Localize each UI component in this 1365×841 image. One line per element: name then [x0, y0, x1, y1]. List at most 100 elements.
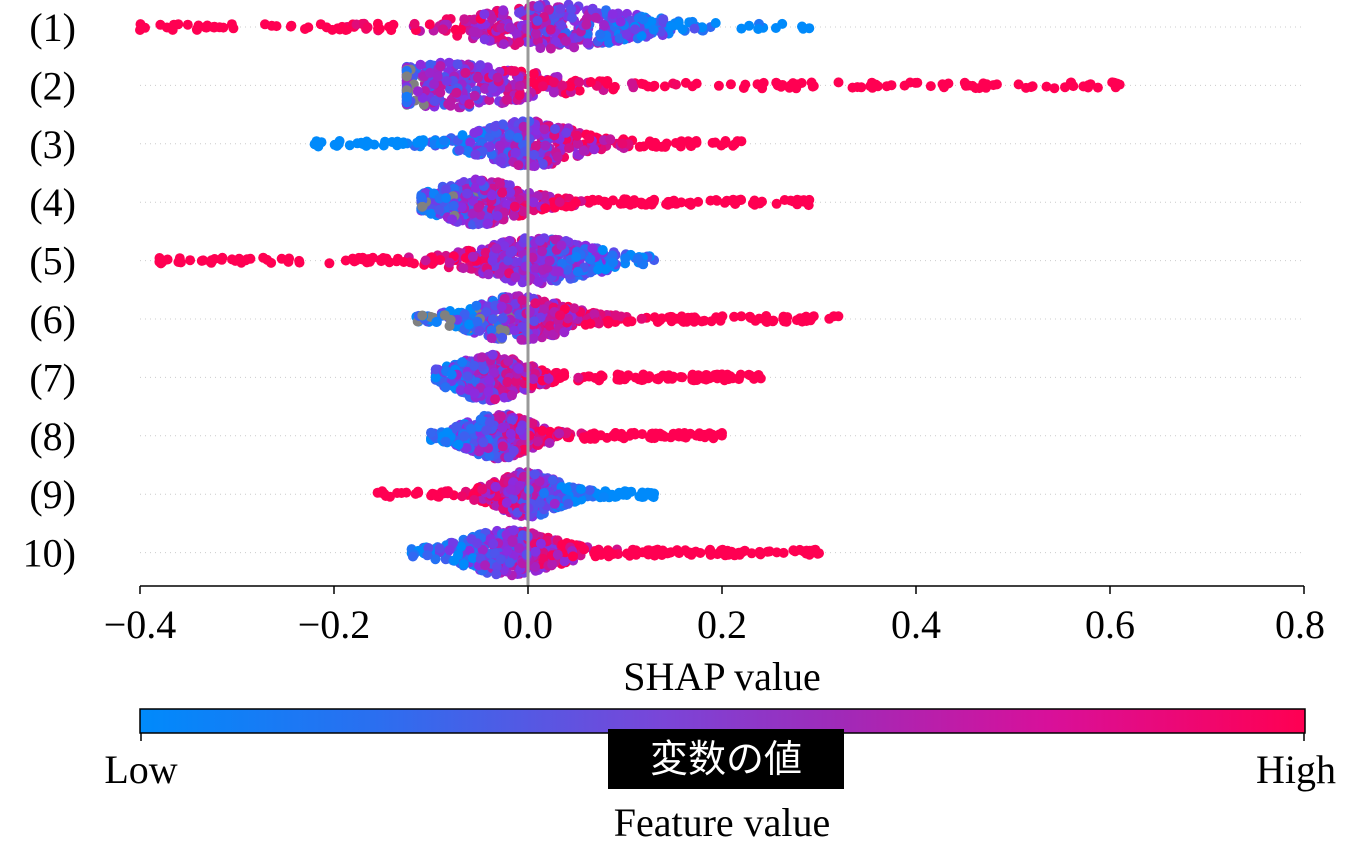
shap-point	[487, 314, 498, 325]
shap-point	[576, 484, 586, 495]
shap-point	[444, 57, 455, 68]
x-tick-label: −0.2	[298, 602, 371, 647]
shap-point	[630, 24, 640, 35]
shap-point	[566, 4, 577, 15]
shap-point	[168, 19, 179, 30]
shap-point	[582, 38, 593, 49]
shap-point	[477, 484, 488, 495]
shap-point	[925, 81, 936, 92]
shap-point	[991, 79, 1002, 90]
shap-point	[185, 255, 196, 266]
shap-point	[435, 255, 446, 265]
shap-point	[596, 370, 607, 381]
shap-point	[497, 441, 508, 452]
shap-point	[448, 200, 459, 211]
shap-point	[430, 364, 441, 375]
shap-point	[729, 311, 740, 322]
shap-point	[899, 80, 910, 91]
shap-point	[543, 373, 554, 384]
shap-point	[158, 255, 169, 266]
shap-point	[415, 59, 426, 70]
shap-point	[656, 313, 667, 324]
shap-point	[549, 498, 560, 509]
shap-point	[590, 551, 601, 562]
shap-point	[608, 257, 618, 268]
shap-point	[646, 488, 656, 498]
shap-point	[691, 136, 702, 146]
shap-point	[409, 258, 419, 269]
shap-point	[537, 158, 548, 169]
shap-point	[689, 316, 700, 327]
shap-point	[487, 190, 497, 201]
shap-point	[584, 133, 595, 144]
shap-point	[556, 20, 567, 31]
shap-point	[713, 548, 724, 558]
shap-point	[447, 214, 458, 225]
shap-point	[545, 321, 555, 331]
shap-point	[517, 322, 528, 332]
shap-point	[847, 82, 858, 93]
shap-point	[566, 201, 577, 212]
shap-point	[513, 160, 524, 171]
shap-point	[477, 352, 487, 363]
shap-point	[283, 256, 294, 267]
shap-point	[487, 13, 498, 24]
shap-point	[424, 19, 435, 30]
shap-point	[434, 204, 445, 215]
shap-point	[528, 205, 539, 216]
shap-point	[438, 135, 449, 146]
shap-point	[286, 20, 297, 31]
shap-point	[574, 85, 585, 96]
shap-point	[561, 36, 571, 47]
shap-point	[626, 78, 637, 89]
shap-point	[719, 197, 730, 208]
shap-point	[552, 549, 563, 560]
x-axis: −0.4 −0.2 0.0 0.2 0.4 0.6 0.8	[104, 585, 1325, 647]
shap-point	[464, 319, 475, 330]
shap-point	[767, 316, 778, 327]
shap-point	[294, 255, 305, 266]
shap-point	[471, 300, 482, 311]
shap-point	[466, 423, 476, 434]
shap-point	[416, 192, 427, 203]
shap-point	[777, 80, 788, 90]
shap-point	[527, 418, 538, 429]
shap-point	[426, 208, 436, 219]
feature-label: (6)	[29, 297, 76, 342]
shap-point	[545, 24, 556, 35]
shap-point	[557, 80, 568, 91]
feature-label: (9)	[29, 472, 76, 517]
shap-point	[746, 548, 757, 559]
shap-point	[579, 544, 590, 555]
shap-point	[407, 551, 418, 562]
shap-point	[392, 140, 403, 151]
shap-point	[477, 544, 488, 555]
shap-point	[550, 124, 560, 134]
shap-point	[460, 67, 471, 78]
shap-point	[202, 20, 213, 31]
shap-point	[497, 119, 508, 130]
shap-point	[266, 20, 277, 31]
shap-point	[228, 23, 239, 34]
shap-point	[572, 130, 582, 141]
shap-point	[764, 546, 775, 557]
shap-point	[494, 268, 505, 279]
shap-point	[537, 425, 548, 436]
shap-point	[469, 360, 480, 371]
shap-point	[638, 14, 649, 25]
shap-point	[480, 247, 491, 258]
shap-point	[511, 376, 521, 387]
shap-point	[534, 498, 545, 509]
shap-point	[517, 277, 528, 288]
shap-point	[469, 90, 480, 101]
shap-point	[458, 559, 469, 570]
shap-point	[585, 254, 596, 265]
shap-point	[808, 311, 819, 322]
shap-point	[544, 438, 555, 448]
shap-point	[503, 356, 514, 367]
shap-point	[554, 428, 565, 439]
shap-point	[429, 489, 440, 500]
shap-point	[685, 199, 696, 210]
shap-point	[424, 67, 435, 78]
shap-point	[489, 121, 500, 132]
